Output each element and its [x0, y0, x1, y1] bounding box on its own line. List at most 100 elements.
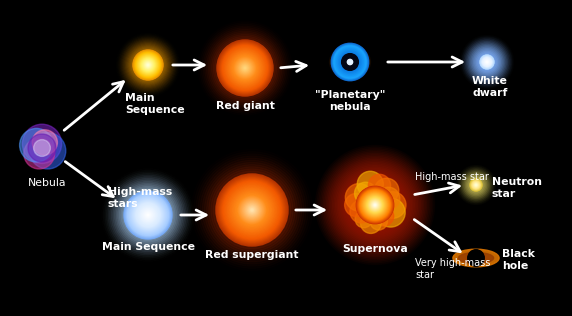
Circle shape [24, 138, 54, 169]
Circle shape [481, 56, 493, 68]
Circle shape [337, 50, 363, 75]
Circle shape [235, 58, 255, 78]
Circle shape [137, 54, 159, 76]
Circle shape [352, 182, 398, 228]
Circle shape [473, 48, 501, 76]
Circle shape [356, 186, 394, 224]
Circle shape [341, 53, 359, 71]
Circle shape [343, 173, 407, 237]
Circle shape [217, 175, 287, 245]
Circle shape [246, 204, 258, 216]
Circle shape [236, 59, 254, 77]
Circle shape [483, 58, 491, 66]
Circle shape [133, 50, 162, 80]
Circle shape [143, 60, 153, 70]
Circle shape [129, 46, 166, 84]
Circle shape [475, 184, 478, 186]
Circle shape [470, 179, 482, 191]
Circle shape [130, 198, 166, 233]
Circle shape [217, 40, 273, 96]
Circle shape [241, 199, 263, 221]
Circle shape [372, 202, 378, 208]
Ellipse shape [340, 54, 360, 70]
Circle shape [471, 181, 480, 189]
Circle shape [472, 181, 480, 189]
Circle shape [111, 178, 185, 252]
Circle shape [230, 188, 275, 232]
Circle shape [249, 207, 255, 213]
Circle shape [215, 173, 289, 247]
Circle shape [148, 214, 149, 216]
Circle shape [362, 191, 388, 219]
Circle shape [346, 176, 404, 234]
Circle shape [243, 66, 247, 70]
Circle shape [225, 48, 265, 88]
Circle shape [213, 36, 277, 100]
Circle shape [358, 187, 393, 223]
Circle shape [333, 164, 416, 246]
Circle shape [220, 43, 270, 93]
Circle shape [345, 57, 355, 67]
Circle shape [370, 199, 380, 210]
Circle shape [359, 189, 391, 222]
Circle shape [139, 206, 157, 224]
Circle shape [213, 171, 291, 249]
Circle shape [340, 170, 410, 240]
Circle shape [146, 64, 149, 66]
Circle shape [138, 205, 158, 225]
Circle shape [345, 184, 373, 211]
Circle shape [463, 38, 511, 86]
Text: Supernova: Supernova [342, 244, 408, 254]
Circle shape [217, 175, 287, 245]
Circle shape [368, 198, 382, 212]
Circle shape [234, 57, 256, 79]
Circle shape [143, 210, 153, 220]
Circle shape [466, 175, 486, 195]
Circle shape [126, 193, 170, 237]
Circle shape [147, 64, 149, 66]
Circle shape [243, 201, 261, 219]
Circle shape [136, 53, 160, 76]
Circle shape [146, 63, 150, 67]
Circle shape [223, 46, 267, 90]
Circle shape [225, 183, 279, 237]
Circle shape [353, 184, 396, 227]
Circle shape [474, 183, 478, 187]
Circle shape [125, 191, 172, 238]
Circle shape [475, 184, 477, 186]
Circle shape [328, 158, 423, 252]
Circle shape [144, 211, 152, 219]
Circle shape [130, 198, 165, 232]
Circle shape [114, 181, 181, 249]
Circle shape [140, 57, 156, 73]
Circle shape [482, 57, 492, 67]
Circle shape [235, 193, 269, 227]
Circle shape [486, 61, 488, 63]
Circle shape [360, 191, 390, 220]
Circle shape [145, 62, 150, 68]
Circle shape [333, 45, 367, 79]
Circle shape [374, 178, 399, 203]
Ellipse shape [334, 50, 366, 75]
Circle shape [357, 171, 383, 198]
Circle shape [376, 198, 405, 227]
Circle shape [348, 60, 352, 64]
Circle shape [244, 202, 260, 218]
Circle shape [486, 61, 488, 64]
Circle shape [138, 55, 158, 75]
Circle shape [228, 51, 262, 85]
Circle shape [369, 199, 381, 211]
Circle shape [228, 186, 276, 234]
Circle shape [147, 64, 149, 66]
Circle shape [140, 207, 156, 223]
Circle shape [470, 179, 482, 191]
Circle shape [251, 209, 253, 211]
Text: High-mass
stars: High-mass stars [108, 187, 172, 209]
Circle shape [217, 175, 287, 245]
Circle shape [350, 200, 372, 223]
Circle shape [226, 184, 278, 236]
Circle shape [239, 62, 251, 74]
Circle shape [218, 176, 286, 244]
Circle shape [332, 162, 418, 248]
Text: "Planetary"
nebula: "Planetary" nebula [315, 90, 385, 112]
